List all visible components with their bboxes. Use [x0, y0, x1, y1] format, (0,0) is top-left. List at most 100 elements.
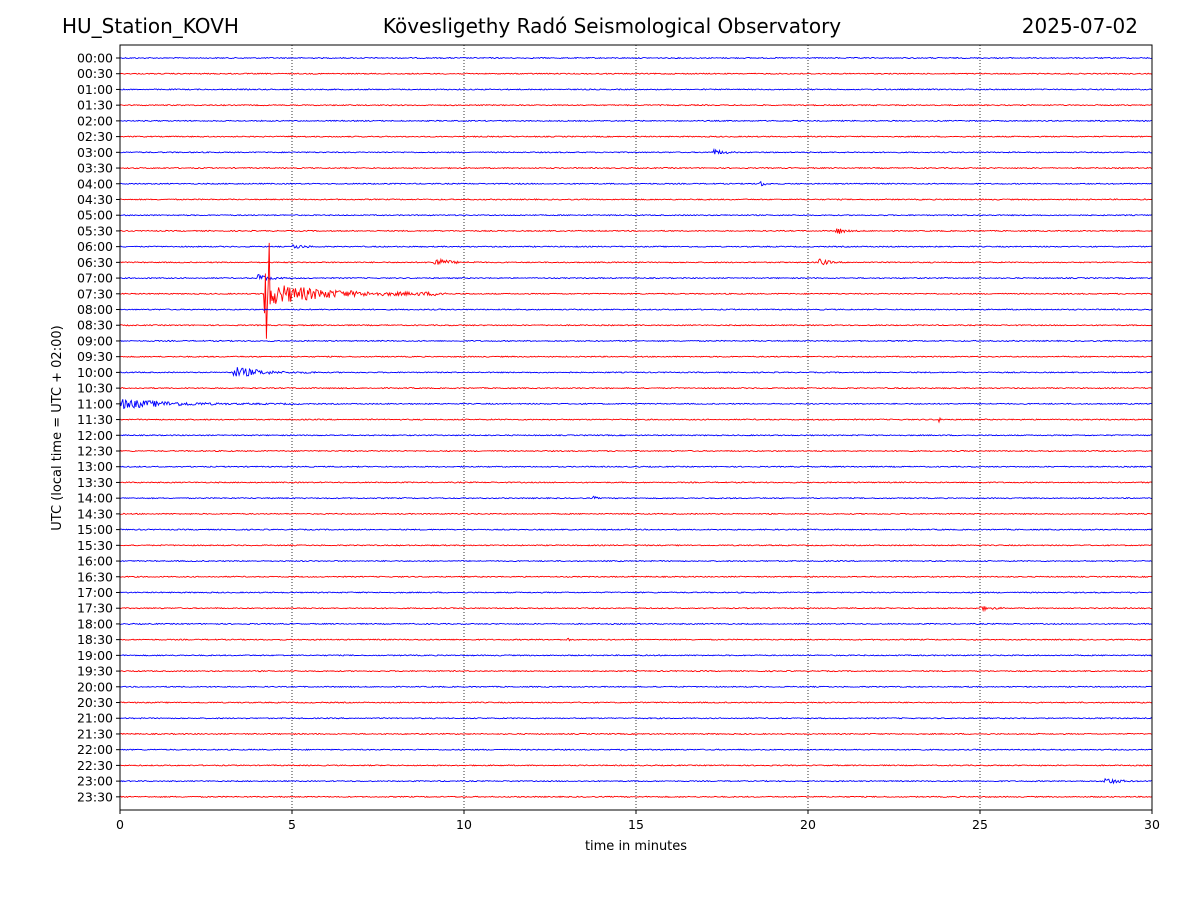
trace-0400	[119, 180, 1153, 187]
trace-1500	[119, 528, 1153, 531]
row-label: 22:30	[77, 758, 113, 773]
row-time-labels: 00:0000:3001:0001:3002:0002:3003:0003:30…	[77, 51, 120, 804]
x-tick-label: 15	[628, 817, 644, 832]
row-label: 12:30	[77, 444, 113, 459]
record-date: 2025-07-02	[1021, 14, 1138, 38]
trace-1900	[119, 654, 1153, 657]
row-label: 08:00	[77, 302, 113, 317]
trace-1630	[119, 575, 1153, 578]
row-label: 14:00	[77, 491, 113, 506]
row-label: 23:30	[77, 789, 113, 804]
row-label: 13:00	[77, 459, 113, 474]
x-tick-label: 5	[288, 817, 296, 832]
trace-2130	[119, 732, 1152, 736]
trace-0730	[119, 242, 1153, 339]
trace-1830	[119, 637, 1153, 642]
trace-1000	[119, 367, 1153, 378]
trace-1930	[119, 669, 1153, 673]
trace-0930	[119, 355, 1153, 358]
row-label: 15:30	[77, 538, 113, 553]
trace-1530	[119, 544, 1153, 547]
trace-0330	[119, 166, 1152, 170]
trace-1700	[119, 591, 1153, 594]
trace-0530	[119, 228, 1153, 234]
trace-0430	[119, 198, 1153, 201]
row-label: 02:30	[77, 129, 113, 144]
row-label: 21:00	[77, 711, 113, 726]
trace-0700	[119, 273, 1153, 282]
trace-0130	[119, 103, 1153, 107]
x-tick-label: 10	[456, 817, 472, 832]
row-label: 02:00	[77, 113, 113, 128]
row-label: 12:00	[77, 428, 113, 443]
row-label: 18:30	[77, 632, 113, 647]
row-label: 08:30	[77, 318, 113, 333]
row-label: 01:30	[77, 98, 113, 113]
row-label: 18:00	[77, 616, 113, 631]
trace-0230	[119, 135, 1152, 138]
row-label: 09:30	[77, 349, 113, 364]
row-label: 06:00	[77, 239, 113, 254]
row-label: 19:30	[77, 664, 113, 679]
row-label: 14:30	[77, 506, 113, 521]
trace-0900	[119, 339, 1153, 343]
row-label: 17:00	[77, 585, 113, 600]
x-axis-label: time in minutes	[585, 839, 687, 854]
seismic-traces	[119, 56, 1153, 799]
trace-2230	[120, 764, 1153, 767]
row-label: 05:30	[77, 223, 113, 238]
trace-1600	[119, 559, 1153, 563]
row-label: 09:00	[77, 333, 113, 348]
row-label: 21:30	[77, 726, 113, 741]
row-label: 16:30	[77, 569, 113, 584]
trace-2200	[119, 748, 1153, 751]
x-tick-label: 30	[1144, 817, 1160, 832]
trace-0500	[119, 214, 1153, 217]
trace-1330	[119, 481, 1153, 484]
trace-1130	[119, 416, 1153, 424]
trace-1300	[119, 465, 1153, 468]
row-label: 17:30	[77, 601, 113, 616]
row-label: 11:00	[77, 396, 113, 411]
row-label: 20:00	[77, 679, 113, 694]
row-label: 03:30	[77, 161, 113, 176]
grid-lines	[291, 45, 981, 810]
row-label: 22:00	[77, 742, 113, 757]
trace-0200	[119, 119, 1152, 123]
row-label: 20:30	[77, 695, 113, 710]
trace-0030	[119, 72, 1153, 75]
trace-2330	[119, 795, 1153, 799]
x-tick-label: 25	[972, 817, 988, 832]
trace-0830	[119, 324, 1153, 327]
row-label: 03:00	[77, 145, 113, 160]
row-label: 00:30	[77, 66, 113, 81]
trace-2000	[119, 685, 1153, 688]
row-label: 10:30	[77, 381, 113, 396]
trace-1400	[119, 495, 1153, 500]
x-tick-label: 0	[116, 817, 124, 832]
trace-1100	[119, 398, 1153, 410]
trace-0630	[119, 257, 1153, 266]
row-label: 05:00	[77, 208, 113, 223]
trace-2300	[119, 777, 1153, 785]
row-label: 11:30	[77, 412, 113, 427]
trace-0000	[119, 56, 1153, 60]
trace-1230	[119, 449, 1153, 453]
row-label: 04:30	[77, 192, 113, 207]
row-label: 01:00	[77, 82, 113, 97]
trace-0100	[119, 88, 1152, 91]
x-axis-ticks: 0 5 10 15 20 25 30	[116, 810, 1160, 832]
chart-title: Kövesligethy Radó Seismological Observat…	[382, 14, 842, 38]
row-label: 00:00	[77, 51, 113, 66]
station-name: HU_Station_KOVH	[62, 14, 239, 38]
row-label: 13:30	[77, 475, 113, 490]
row-label: 06:30	[77, 255, 113, 270]
row-label: 04:00	[77, 176, 113, 191]
row-label: 10:00	[77, 365, 113, 380]
row-label: 15:00	[77, 522, 113, 537]
row-label: 07:00	[77, 271, 113, 286]
row-label: 16:00	[77, 554, 113, 569]
trace-1430	[119, 512, 1153, 516]
row-label: 23:00	[77, 774, 113, 789]
